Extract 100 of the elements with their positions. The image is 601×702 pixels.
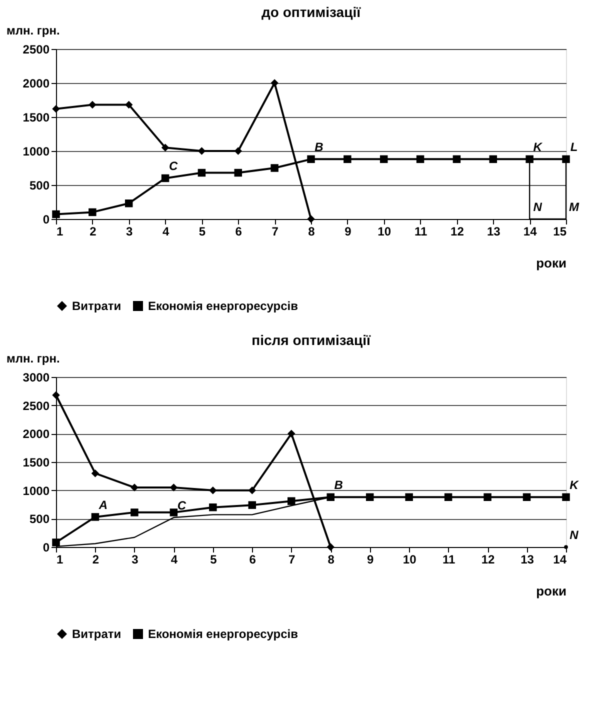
y-tick-label: 0	[42, 540, 50, 554]
x-axis-title: роки	[536, 584, 566, 598]
point	[288, 497, 296, 505]
x-tick-label: 8	[308, 224, 316, 238]
x-tick-label: 3	[132, 552, 139, 566]
point	[562, 493, 570, 502]
y-tick-label: 1000	[22, 144, 50, 158]
y-axis-title: млн. грн.	[6, 352, 60, 366]
point	[248, 486, 256, 494]
point	[170, 484, 178, 492]
point	[452, 155, 461, 164]
point	[52, 391, 60, 400]
x-tick-label: 12	[481, 552, 496, 566]
point	[444, 493, 452, 502]
point	[88, 100, 96, 109]
x-tick-label: 6	[235, 224, 242, 238]
x-tick-label: 9	[344, 224, 352, 238]
point	[270, 164, 278, 172]
point	[209, 503, 217, 512]
x-tick-label: 10	[402, 552, 417, 566]
legend-label: Економія енергоресурсів	[148, 299, 298, 313]
point	[91, 513, 100, 521]
legend-label: Економія енергоресурсів	[148, 627, 298, 641]
point	[198, 168, 206, 177]
y-tick-label: 1500	[22, 110, 50, 124]
y-tick-label: 2000	[22, 76, 50, 90]
annotation: B	[314, 140, 324, 154]
x-tick-label: 4	[170, 552, 178, 566]
x-tick-label: 5	[210, 552, 218, 566]
legend-label: Витрати	[72, 627, 122, 641]
y-tick-label: 2500	[22, 42, 50, 56]
x-tick-label: 11	[414, 224, 428, 238]
x-tick-label: 7	[272, 224, 279, 238]
y-tick-label: 2000	[22, 427, 50, 442]
point	[52, 104, 60, 113]
x-tick-label: 13	[486, 224, 501, 238]
y-tick-label: 500	[29, 512, 50, 526]
point	[91, 469, 100, 478]
point	[130, 484, 138, 492]
annotation: L	[570, 140, 578, 154]
point	[307, 155, 315, 164]
point	[522, 493, 531, 502]
x-tick-label: 2	[90, 224, 97, 238]
y-tick-label: 3000	[22, 370, 50, 384]
point	[380, 155, 388, 164]
point	[416, 155, 424, 164]
point	[161, 174, 170, 182]
chart-title: до оптимізації	[261, 4, 362, 20]
x-tick-label: 6	[249, 552, 256, 566]
point	[124, 100, 133, 109]
point	[489, 155, 498, 164]
x-tick-label: 3	[126, 224, 134, 238]
x-tick-label: 14	[553, 552, 567, 566]
x-tick-label: 1	[56, 224, 64, 238]
annotation: K	[533, 140, 544, 154]
point	[161, 144, 170, 152]
x-tick-label: 4	[162, 224, 170, 238]
point	[270, 79, 278, 87]
x-tick-label: 15	[553, 224, 567, 238]
point	[564, 545, 568, 549]
x-tick-label: 1	[56, 552, 64, 566]
annotation: C	[177, 498, 186, 513]
point	[130, 508, 138, 516]
x-tick-label: 10	[378, 224, 392, 238]
point	[562, 155, 570, 164]
x-tick-label: 11	[442, 552, 456, 566]
x-tick-label: 7	[288, 552, 296, 566]
x-tick-label: 8	[328, 552, 335, 566]
point	[526, 155, 534, 164]
y-tick-label: 500	[29, 178, 50, 192]
annotation: K	[570, 478, 580, 492]
point	[234, 168, 242, 177]
point	[326, 493, 334, 502]
point	[234, 147, 242, 155]
x-axis-title: роки	[536, 256, 566, 270]
x-tick-label: 5	[198, 224, 206, 238]
y-tick-label: 1000	[22, 484, 50, 498]
y-tick-label: 2500	[22, 398, 50, 413]
y-axis-title: млн. грн.	[6, 24, 60, 38]
point	[288, 430, 296, 438]
annotation: B	[334, 478, 344, 492]
point	[88, 208, 96, 216]
annotation: N	[570, 528, 579, 542]
annotation: M	[569, 200, 580, 214]
legend-label: Витрати	[72, 299, 122, 313]
y-tick-label: 1500	[22, 456, 50, 470]
point	[405, 493, 413, 502]
point	[344, 155, 352, 164]
y-tick-label: 0	[42, 212, 50, 226]
x-tick-label: 12	[450, 224, 464, 238]
annotation: C	[168, 159, 178, 174]
point	[484, 493, 492, 502]
x-tick-label: 14	[523, 224, 538, 238]
chart-title: після оптимізації	[252, 332, 372, 348]
x-tick-label: 2	[92, 552, 100, 566]
annotation: N	[533, 200, 542, 214]
point	[170, 508, 178, 516]
annotation: A	[98, 498, 108, 512]
x-tick-label: 13	[520, 552, 534, 566]
point	[124, 199, 133, 208]
